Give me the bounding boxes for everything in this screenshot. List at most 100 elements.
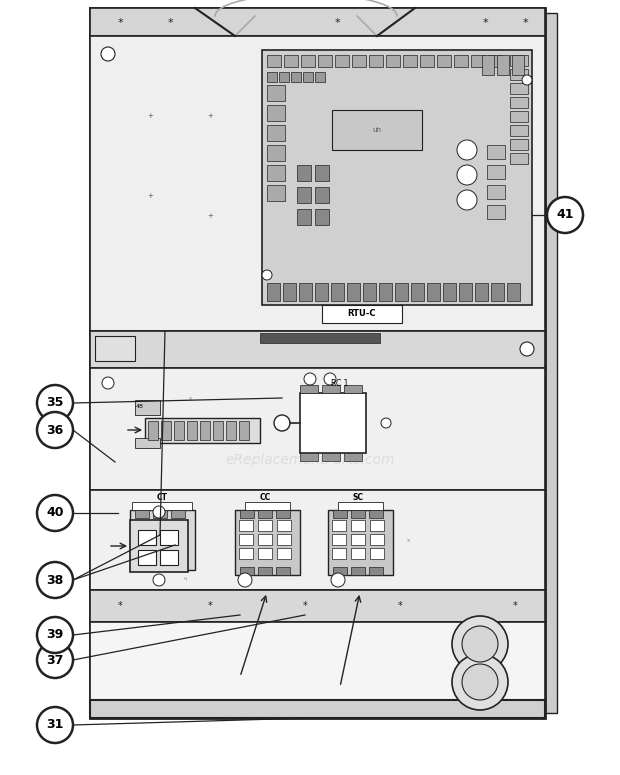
Bar xyxy=(291,72,301,82)
Circle shape xyxy=(304,373,316,385)
Bar xyxy=(315,72,325,82)
Bar xyxy=(135,510,149,518)
Bar xyxy=(90,36,545,331)
Circle shape xyxy=(457,165,477,185)
Bar xyxy=(267,85,285,101)
Circle shape xyxy=(37,412,73,448)
Bar xyxy=(258,510,272,518)
Bar xyxy=(138,550,156,565)
Bar xyxy=(443,283,456,301)
Circle shape xyxy=(520,342,534,356)
Text: CC: CC xyxy=(259,494,270,502)
Bar xyxy=(395,283,408,301)
Bar xyxy=(138,530,156,545)
Bar xyxy=(351,510,365,518)
Bar xyxy=(160,550,178,565)
Circle shape xyxy=(37,617,73,653)
Bar xyxy=(315,283,328,301)
Text: u: u xyxy=(184,576,187,580)
Bar xyxy=(171,562,185,570)
Bar xyxy=(315,165,329,181)
Text: 41: 41 xyxy=(556,208,574,222)
Bar xyxy=(135,438,160,448)
Text: 48: 48 xyxy=(136,404,144,408)
Bar xyxy=(510,139,528,150)
Bar xyxy=(459,283,472,301)
Bar xyxy=(276,510,290,518)
Circle shape xyxy=(462,626,498,662)
Bar xyxy=(427,283,440,301)
Bar xyxy=(510,97,528,108)
Bar xyxy=(277,520,291,531)
Bar xyxy=(132,502,192,510)
Bar xyxy=(318,55,332,67)
Text: *: * xyxy=(208,601,213,611)
Bar xyxy=(370,534,384,545)
Bar xyxy=(240,510,254,518)
Bar xyxy=(510,125,528,136)
Bar xyxy=(284,55,298,67)
Text: 39: 39 xyxy=(46,629,64,642)
Bar xyxy=(148,421,158,440)
Bar xyxy=(283,283,296,301)
Bar xyxy=(487,185,505,199)
Bar xyxy=(351,534,365,545)
Bar xyxy=(239,534,253,545)
Bar xyxy=(187,421,197,440)
Text: SC: SC xyxy=(353,494,363,502)
Circle shape xyxy=(37,562,73,598)
Text: +: + xyxy=(147,113,153,119)
Bar xyxy=(420,55,434,67)
Bar xyxy=(279,72,289,82)
Bar xyxy=(475,283,488,301)
Bar xyxy=(90,590,545,622)
Bar xyxy=(403,55,417,67)
Text: *: * xyxy=(303,601,308,611)
Bar xyxy=(322,453,340,461)
Bar xyxy=(161,421,171,440)
Bar xyxy=(370,548,384,559)
Bar xyxy=(277,548,291,559)
Text: *: * xyxy=(482,18,488,28)
Bar xyxy=(267,55,281,67)
Bar xyxy=(315,187,329,203)
Bar xyxy=(510,69,528,80)
Bar xyxy=(239,548,253,559)
Bar xyxy=(267,165,285,181)
Text: *: * xyxy=(117,18,123,28)
Bar xyxy=(267,185,285,201)
Bar xyxy=(277,534,291,545)
Text: 37: 37 xyxy=(46,653,64,666)
Text: RTU-C: RTU-C xyxy=(348,309,376,319)
Bar xyxy=(497,55,509,75)
Bar xyxy=(344,453,362,461)
Circle shape xyxy=(102,377,114,389)
Bar xyxy=(545,13,557,713)
Bar xyxy=(338,502,383,510)
Text: *: * xyxy=(167,18,173,28)
Bar xyxy=(235,510,300,575)
Bar xyxy=(90,490,545,590)
Bar xyxy=(510,111,528,122)
Bar xyxy=(471,55,485,67)
Circle shape xyxy=(101,47,115,61)
Bar xyxy=(351,567,365,575)
Bar xyxy=(135,562,149,570)
Bar xyxy=(303,72,313,82)
Bar xyxy=(488,55,502,67)
Text: *: * xyxy=(118,601,122,611)
Circle shape xyxy=(37,642,73,678)
Bar xyxy=(267,105,285,121)
Circle shape xyxy=(381,418,391,428)
Text: +: + xyxy=(207,213,213,219)
Bar xyxy=(437,55,451,67)
Bar xyxy=(363,283,376,301)
Text: CT: CT xyxy=(156,494,167,502)
Text: x: x xyxy=(406,538,410,542)
Bar xyxy=(411,283,424,301)
Bar xyxy=(297,209,311,225)
Bar xyxy=(267,145,285,161)
Bar xyxy=(351,520,365,531)
Text: 36: 36 xyxy=(46,423,64,436)
Bar xyxy=(239,520,253,531)
